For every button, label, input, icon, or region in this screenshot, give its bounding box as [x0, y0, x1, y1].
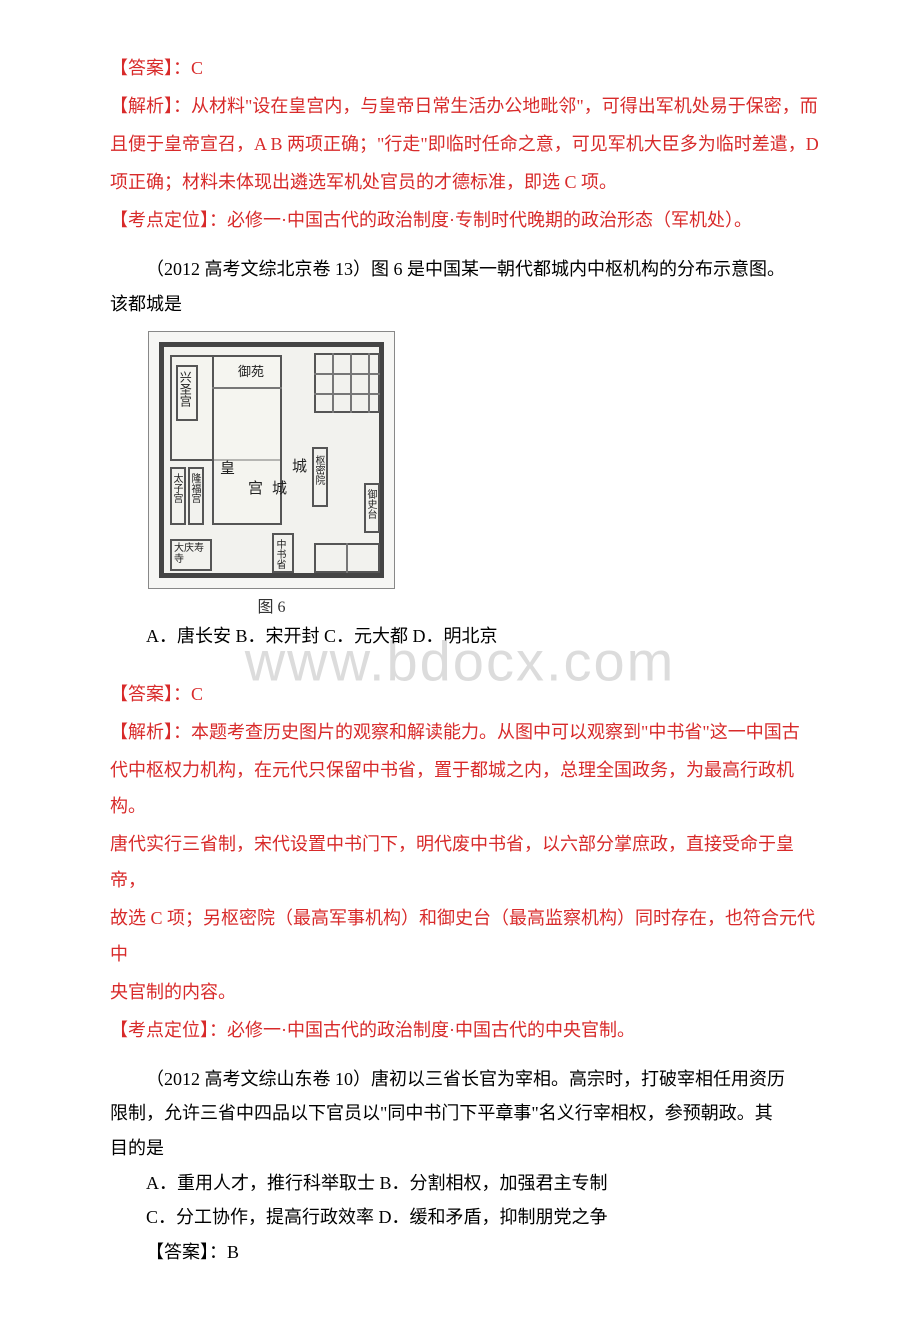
answer-label: 【答案】：	[110, 58, 191, 78]
analysis2-line1: 【解析】：本题考查历史图片的观察和解读能力。从图中可以观察到"中书省"这一中国古	[110, 714, 820, 750]
figure-6-caption: 图 6	[148, 593, 395, 617]
kaodian2-text: 必修一·中国古代的政治制度·中国古代的中央官制。	[227, 1020, 635, 1040]
map-label-cheng1: 城	[272, 477, 287, 498]
analysis1-line2: 且便于皇帝宣召，A B 两项正确；"行走"即临时任命之意，可见军机大臣多为临时差…	[110, 126, 820, 162]
analysis2-line4: 故选 C 项；另枢密院（最高军事机构）和御史台（最高监察机构）同时存在，也符合元…	[110, 900, 820, 972]
analysis-label: 【解析】：	[110, 722, 191, 742]
kaodian-label: 【考点定位】：	[110, 210, 227, 230]
answer-label: 【答案】：	[146, 1242, 227, 1262]
answer-block-2: 【答案】：C 【解析】：本题考查历史图片的观察和解读能力。从图中可以观察到"中书…	[110, 676, 820, 1048]
answer-value: C	[191, 684, 203, 704]
map-label-yuyuan: 御苑	[238, 361, 264, 380]
analysis2-line2: 代中枢权力机构，在元代只保留中书省，置于都城之内，总理全国政务，为最高行政机构。	[110, 752, 820, 824]
map-label-xingsheng: 兴圣宫	[178, 371, 191, 407]
kaodian1-text: 必修一·中国古代的政治制度·专制时代晚期的政治形态（军机处）。	[227, 210, 752, 230]
q3-prompt-line3: 目的是	[110, 1133, 820, 1164]
q3-prompt-line1: （2012 高考文综山东卷 10）唐初以三省长官为宰相。高宗时，打破宰相任用资历	[110, 1064, 820, 1095]
map-label-huang: 皇	[220, 457, 235, 478]
answer-block-1: 【答案】：C 【解析】：从材料"设在皇宫内，与皇帝日常生活办公地毗邻"，可得出军…	[110, 50, 820, 238]
q2-prompt-line1: （2012 高考文综北京卷 13）图 6 是中国某一朝代都城内中枢机构的分布示意…	[110, 254, 820, 285]
answer2-line: 【答案】：C	[110, 676, 820, 712]
analysis1-line1: 【解析】：从材料"设在皇宫内，与皇帝日常生活办公地毗邻"，可得出军机处易于保密，…	[110, 88, 820, 124]
map-label-daqing: 大庆寿寺	[174, 543, 210, 565]
figure-6-wrap: 兴圣宫 太子宫 隆福宫 大庆寿寺 御苑 皇 宫 城 城	[148, 331, 820, 617]
answer-value: C	[191, 58, 203, 78]
q3-prompt-line2: 限制，允许三省中四品以下官员以"同中书门下平章事"名义行宰相权，参预朝政。其	[110, 1098, 820, 1129]
answer1-line: 【答案】：C	[110, 50, 820, 86]
figure-6-map: 兴圣宫 太子宫 隆福宫 大庆寿寺 御苑 皇 宫 城 城	[148, 331, 395, 589]
map-label-gong: 宫	[248, 477, 263, 498]
map-label-taizi: 太子宫	[171, 473, 182, 503]
kaodian-label: 【考点定位】：	[110, 1020, 227, 1040]
map-label-yushi: 御史台	[365, 489, 376, 519]
q3-options-line1: A．重用人才，推行科举取士 B．分割相权，加强君主专制	[110, 1168, 820, 1199]
map-label-cheng2: 城	[292, 455, 307, 476]
analysis-label: 【解析】：	[110, 96, 191, 116]
kaodian2-line: 【考点定位】：必修一·中国古代的政治制度·中国古代的中央官制。	[110, 1012, 820, 1048]
q2-prompt-line2: 该都城是	[110, 289, 820, 320]
document-content: 【答案】：C 【解析】：从材料"设在皇宫内，与皇帝日常生活办公地毗邻"，可得出军…	[110, 50, 820, 1267]
kaodian1-line: 【考点定位】：必修一·中国古代的政治制度·专制时代晚期的政治形态（军机处）。	[110, 202, 820, 238]
q3-options-line2: C．分工协作，提高行政效率 D．缓和矛盾，抑制朋党之争	[110, 1202, 820, 1233]
answer-value: B	[227, 1242, 239, 1262]
map-label-shumi: 枢密院	[313, 455, 324, 485]
map-label-longfu: 隆福宫	[189, 473, 200, 503]
answer-label: 【答案】：	[110, 684, 191, 704]
q2-options: A．唐长安 B．宋开封 C．元大都 D．明北京	[110, 621, 820, 652]
map-label-zhongshu: 中书省	[274, 539, 285, 569]
analysis2-line3: 唐代实行三省制，宋代设置中书门下，明代废中书省，以六部分掌庶政，直接受命于皇帝，	[110, 826, 820, 898]
analysis1-text1: 从材料"设在皇宫内，与皇帝日常生活办公地毗邻"，可得出军机处易于保密，而	[191, 96, 818, 116]
analysis2-line5: 央官制的内容。	[110, 974, 820, 1010]
analysis1-line3: 项正确；材料未体现出遴选军机处官员的才德标准，即选 C 项。	[110, 164, 820, 200]
analysis2-text1: 本题考查历史图片的观察和解读能力。从图中可以观察到"中书省"这一中国古	[191, 722, 800, 742]
q3-answer: 【答案】：B	[110, 1237, 820, 1268]
